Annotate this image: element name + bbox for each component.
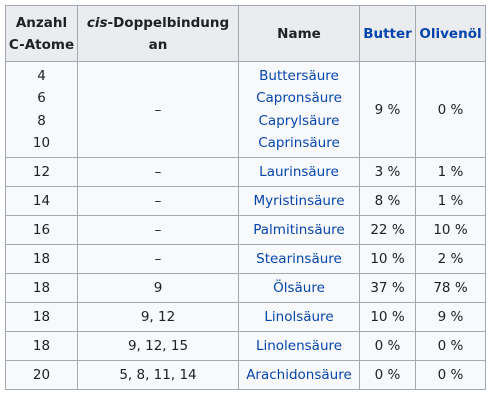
cell-butter: 0 % bbox=[359, 331, 416, 361]
acid-link[interactable]: Linolsäure bbox=[264, 309, 334, 325]
acid-link[interactable]: Stearinsäure bbox=[256, 251, 342, 267]
cell-atoms: 6 bbox=[37, 90, 46, 106]
cell-butter: 37 % bbox=[359, 273, 416, 303]
cell-name: Ölsäure bbox=[238, 273, 360, 303]
cell-cis: – bbox=[77, 215, 239, 245]
acid-link[interactable]: Caprinsäure bbox=[258, 135, 340, 151]
header-carbon-atoms: Anzahl C-Atome bbox=[5, 5, 78, 62]
cell-atoms: 20 bbox=[5, 360, 78, 390]
table-row: 20 5, 8, 11, 14 Arachidonsäure 0 % 0 % bbox=[5, 360, 486, 390]
acid-link[interactable]: Linolensäure bbox=[255, 338, 343, 354]
table-row: 14 – Myristinsäure 8 % 1 % bbox=[5, 186, 486, 216]
table-row: 4 6 8 10 – Buttersäure Capronsäure Capry… bbox=[5, 61, 486, 158]
cell-name: Myristinsäure bbox=[238, 186, 360, 216]
cell-butter: 10 % bbox=[359, 302, 416, 332]
cell-butter: 10 % bbox=[359, 244, 416, 274]
cell-name: Laurinsäure bbox=[238, 157, 360, 187]
acid-link[interactable]: Ölsäure bbox=[273, 280, 325, 296]
header-cis-line2: an bbox=[148, 36, 168, 53]
cell-atoms: 18 bbox=[5, 331, 78, 361]
cell-atoms: 4 bbox=[37, 67, 46, 84]
cell-cis: – bbox=[77, 157, 239, 187]
acid-link[interactable]: Laurinsäure bbox=[259, 164, 339, 180]
cell-cis: 9, 12 bbox=[77, 302, 239, 332]
cell-atoms: 8 bbox=[37, 112, 46, 129]
cell-cis-value: – bbox=[154, 101, 162, 118]
acid-link[interactable]: Buttersäure bbox=[259, 67, 339, 84]
cell-butter: 0 % bbox=[359, 360, 416, 390]
cell-olive: 10 % bbox=[415, 215, 486, 245]
cell-cis: – bbox=[77, 244, 239, 274]
header-cis-italic: cis bbox=[86, 14, 108, 31]
table-row: 18 9, 12 Linolsäure 10 % 9 % bbox=[5, 302, 486, 332]
cell-olive: 78 % bbox=[415, 273, 486, 303]
header-name-label: Name bbox=[277, 25, 321, 42]
cell-cis: 9, 12, 15 bbox=[77, 331, 239, 361]
cell-olive: 1 % bbox=[415, 157, 486, 187]
cell-butter-value: 9 % bbox=[374, 101, 401, 118]
cell-name: Linolensäure bbox=[238, 331, 360, 361]
cell-atoms: 10 bbox=[32, 135, 51, 151]
header-carbon-atoms-line1: Anzahl bbox=[15, 14, 68, 31]
cell-atoms: 16 bbox=[5, 215, 78, 245]
cell-atoms-group: 4 6 8 10 bbox=[5, 61, 78, 158]
table-header-row: Anzahl C-Atome cis-Doppelbindung an Name… bbox=[5, 5, 486, 62]
acid-link[interactable]: Caprylsäure bbox=[258, 112, 340, 129]
cell-atoms: 18 bbox=[5, 273, 78, 303]
cell-name: Stearinsäure bbox=[238, 244, 360, 274]
cell-olive: 2 % bbox=[415, 244, 486, 274]
cell-butter: 9 % bbox=[359, 61, 416, 158]
acid-link[interactable]: Arachidonsäure bbox=[246, 367, 352, 383]
header-olive-oil[interactable]: Olivenöl bbox=[415, 5, 486, 62]
cell-atoms: 14 bbox=[5, 186, 78, 216]
table-row: 18 9 Ölsäure 37 % 78 % bbox=[5, 273, 486, 303]
header-butter-link[interactable]: Butter bbox=[363, 25, 412, 42]
cell-olive: 0 % bbox=[415, 61, 486, 158]
header-olive-oil-link[interactable]: Olivenöl bbox=[419, 25, 482, 42]
acid-link[interactable]: Palmitinsäure bbox=[253, 222, 345, 238]
cell-olive: 0 % bbox=[415, 360, 486, 390]
table-row: 18 – Stearinsäure 10 % 2 % bbox=[5, 244, 486, 274]
header-cis-rest: -Doppelbindung bbox=[107, 14, 230, 31]
cell-cis: 9 bbox=[77, 273, 239, 303]
header-butter[interactable]: Butter bbox=[359, 5, 416, 62]
cell-butter: 8 % bbox=[359, 186, 416, 216]
acid-link[interactable]: Myristinsäure bbox=[253, 193, 345, 209]
cell-atoms: 18 bbox=[5, 302, 78, 332]
cell-name: Palmitinsäure bbox=[238, 215, 360, 245]
cell-name: Arachidonsäure bbox=[238, 360, 360, 390]
acid-link[interactable]: Capronsäure bbox=[256, 90, 342, 106]
table-row: 18 9, 12, 15 Linolensäure 0 % 0 % bbox=[5, 331, 486, 361]
cell-atoms: 18 bbox=[5, 244, 78, 274]
cell-cis: – bbox=[77, 61, 239, 158]
header-name: Name bbox=[238, 5, 360, 62]
cell-butter: 3 % bbox=[359, 157, 416, 187]
cell-olive: 9 % bbox=[415, 302, 486, 332]
cell-cis: – bbox=[77, 186, 239, 216]
cell-butter: 22 % bbox=[359, 215, 416, 245]
header-carbon-atoms-line2: C-Atome bbox=[8, 36, 75, 53]
cell-olive: 1 % bbox=[415, 186, 486, 216]
fatty-acid-table: Anzahl C-Atome cis-Doppelbindung an Name… bbox=[5, 5, 486, 390]
cell-atoms: 12 bbox=[5, 157, 78, 187]
cell-olive: 0 % bbox=[415, 331, 486, 361]
cell-name: Linolsäure bbox=[238, 302, 360, 332]
cell-name-group: Buttersäure Capronsäure Caprylsäure Capr… bbox=[238, 61, 360, 158]
cell-cis: 5, 8, 11, 14 bbox=[77, 360, 239, 390]
table-row: 12 – Laurinsäure 3 % 1 % bbox=[5, 157, 486, 187]
table-row: 16 – Palmitinsäure 22 % 10 % bbox=[5, 215, 486, 245]
header-cis-double-bond: cis-Doppelbindung an bbox=[77, 5, 239, 62]
cell-olive-value: 0 % bbox=[437, 101, 464, 118]
